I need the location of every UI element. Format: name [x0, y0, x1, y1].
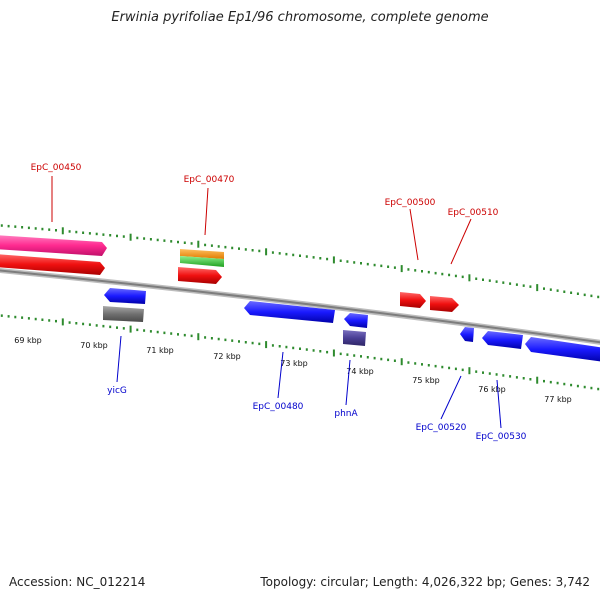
gene-feature-blue[interactable] [344, 313, 368, 328]
gene-feature-red[interactable] [0, 254, 105, 275]
gene-label[interactable]: EpC_00520 [416, 423, 467, 433]
scale-label: 75 kbp [412, 376, 440, 385]
scale-ticks-top [0, 224, 600, 299]
gene-label[interactable]: phnA [334, 409, 358, 419]
scale-label: 77 kbp [544, 395, 572, 404]
gene-labels-bottom: yicG EpC_00480 phnA EpC_00520 EpC_00530 [107, 386, 527, 442]
gene-feature-indigo[interactable] [343, 330, 366, 346]
gene-label[interactable]: EpC_00530 [476, 432, 527, 442]
gene-label[interactable]: EpC_00470 [184, 175, 235, 185]
scale-label: 70 kbp [80, 341, 108, 350]
gene-feature-gray[interactable] [103, 306, 144, 322]
gene-feature-red[interactable] [178, 267, 222, 284]
gene-feature-green[interactable] [180, 256, 224, 267]
gene-feature-pink[interactable] [0, 235, 107, 256]
scale-label: 69 kbp [14, 336, 42, 345]
scale-ticks-bottom [0, 314, 600, 391]
genome-title: Erwinia pyrifoliae Ep1/96 chromosome, co… [111, 10, 489, 25]
reverse-features [103, 288, 600, 362]
gene-feature-blue[interactable] [104, 288, 146, 304]
gene-labels-top: EpC_00450 EpC_00470 EpC_00500 EpC_00510 [31, 163, 499, 218]
callout-lines-bottom [116, 335, 502, 429]
scale-label: 74 kbp [346, 367, 374, 376]
gene-feature-orange[interactable] [180, 249, 224, 259]
genome-backbone [0, 267, 600, 345]
gene-feature-blue[interactable] [460, 327, 474, 342]
gene-label[interactable]: EpC_00510 [448, 208, 499, 218]
gene-feature-blue[interactable] [244, 301, 335, 323]
accession-text: Accession: NC_012214 [9, 575, 146, 589]
genome-summary-text: Topology: circular; Length: 4,026,322 bp… [260, 575, 590, 589]
gene-feature-red[interactable] [400, 292, 426, 308]
gene-label[interactable]: yicG [107, 386, 127, 396]
scale-label: 72 kbp [213, 352, 241, 361]
scale-label: 71 kbp [146, 346, 174, 355]
scale-label: 76 kbp [478, 385, 506, 394]
gene-label[interactable]: EpC_00450 [31, 163, 82, 173]
gene-label[interactable]: EpC_00480 [253, 402, 304, 412]
gene-feature-red[interactable] [430, 296, 459, 312]
scale-labels: 69 kbp 70 kbp 71 kbp 72 kbp 73 kbp 74 kb… [14, 336, 572, 404]
gene-feature-blue[interactable] [525, 337, 600, 362]
callout-lines-top [51, 176, 472, 265]
scale-label: 73 kbp [280, 359, 308, 368]
gene-feature-blue[interactable] [482, 331, 523, 349]
forward-features [0, 235, 459, 312]
gene-label[interactable]: EpC_00500 [385, 198, 436, 208]
